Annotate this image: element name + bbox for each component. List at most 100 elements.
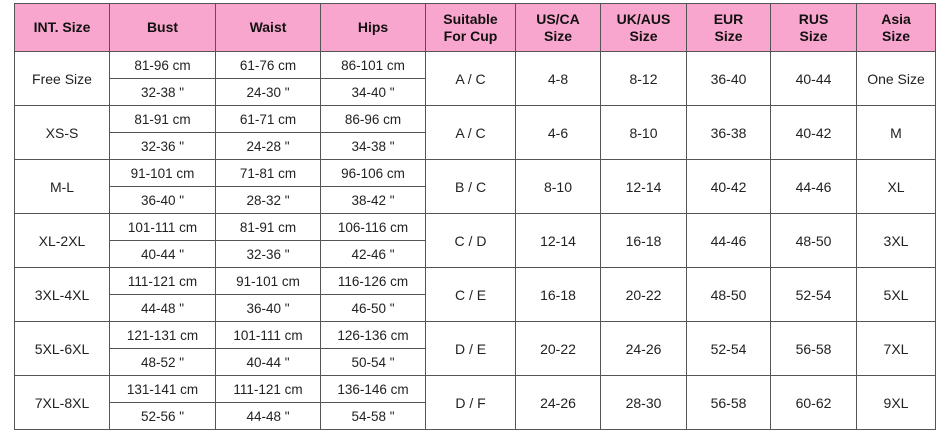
cell-cm: 71-81 cm [215,159,321,187]
cell: 24-26 [515,375,601,430]
cell-inch: 38-42 " [320,186,426,214]
size-row-inch: 32-36 " 24-28 " 34-38 " [15,132,936,160]
cell: 16-18 [600,213,687,268]
cell: 44-46 [686,213,771,268]
cell-cm: 81-96 cm [109,51,216,79]
cell-inch: 32-36 " [109,132,216,160]
cell: 52-54 [770,267,857,322]
cell-inch: 32-38 " [109,78,216,106]
cell-inch: 34-40 " [320,78,426,106]
size-row: 3XL-4XL 111-121 cm 91-101 cm 116-126 cm C / … [14,267,936,322]
cell: M-L [14,159,110,214]
cell-cm: 81-91 cm [109,105,216,133]
cell: C / E [425,267,516,322]
cell-cm: 111-121 cm [215,375,321,403]
cell-cm: 106-116 cm [320,213,426,241]
cell: One Size [856,51,936,106]
cell: 7XL-8XL [14,375,110,430]
cell: 8-12 [600,51,687,106]
cell-inch: 36-40 " [215,294,321,322]
cell: 8-10 [515,159,601,214]
cell-inch: 28-32 " [215,186,321,214]
cell-cm: 116-126 cm [320,267,426,295]
cell-inch: 40-44 " [109,240,216,268]
cell-inch: 44-48 " [215,402,321,430]
cell: 5XL [856,267,936,322]
cell-inch: 44-48 " [109,294,216,322]
cell: M [856,105,936,160]
cell: 4-6 [515,105,601,160]
header-cell: UK/AUS Size [600,3,687,52]
cell-inch: 32-36 " [215,240,321,268]
cell: 7XL [856,321,936,376]
cell-cm: 96-106 cm [320,159,426,187]
cell-inch: 50-54 " [320,348,426,376]
cell-inch: 52-56 " [109,402,216,430]
cell: 56-58 [686,375,771,430]
cell: 20-22 [600,267,687,322]
size-row-inch: 40-44 " 32-36 " 42-46 " [15,240,936,268]
cell: C / D [425,213,516,268]
size-row: M-L 91-101 cm 71-81 cm 96-106 cm B / C 8-10 12… [14,159,936,214]
cell: 8-10 [600,105,687,160]
cell-cm: 91-101 cm [215,267,321,295]
cell: 48-50 [770,213,857,268]
header-cell: EUR Size [686,3,771,52]
cell-cm: 101-111 cm [215,321,321,349]
cell-cm: 121-131 cm [109,321,216,349]
header-cell: Bust [109,3,216,52]
header-row: INT. Size Bust Waist Hips Suitable For Cup US… [14,3,936,52]
cell: B / C [425,159,516,214]
cell: 56-58 [770,321,857,376]
cell: 48-50 [686,267,771,322]
cell: 5XL-6XL [14,321,110,376]
cell: 12-14 [515,213,601,268]
cell: A / C [425,105,516,160]
cell: 40-42 [770,105,857,160]
size-chart: INT. Size Bust Waist Hips Suitable For Cup US… [14,3,936,430]
cell-cm: 61-76 cm [215,51,321,79]
cell-inch: 24-28 " [215,132,321,160]
cell-cm: 61-71 cm [215,105,321,133]
cell: 40-44 [770,51,857,106]
cell: 3XL-4XL [14,267,110,322]
header-cell: Asia Size [856,3,936,52]
cell-cm: 86-101 cm [320,51,426,79]
cell: 24-26 [600,321,687,376]
cell: 60-62 [770,375,857,430]
size-row-inch: 52-56 " 44-48 " 54-58 " [15,402,936,430]
cell: 16-18 [515,267,601,322]
cell: D / F [425,375,516,430]
cell: 4-8 [515,51,601,106]
cell-inch: 48-52 " [109,348,216,376]
cell: 40-42 [686,159,771,214]
cell-cm: 91-101 cm [109,159,216,187]
cell: XL [856,159,936,214]
cell: 3XL [856,213,936,268]
cell: Free Size [14,51,110,106]
header-cell: INT. Size [14,3,110,52]
header-cell: Hips [320,3,426,52]
cell-cm: 81-91 cm [215,213,321,241]
size-row: 5XL-6XL 121-131 cm 101-111 cm 126-136 cm D /… [14,321,936,376]
cell-cm: 126-136 cm [320,321,426,349]
cell: A / C [425,51,516,106]
cell-inch: 40-44 " [215,348,321,376]
cell-inch: 34-38 " [320,132,426,160]
cell-cm: 131-141 cm [109,375,216,403]
cell-inch: 42-46 " [320,240,426,268]
header-cell: Suitable For Cup [425,3,516,52]
cell: 28-30 [600,375,687,430]
cell: 12-14 [600,159,687,214]
cell-cm: 86-96 cm [320,105,426,133]
cell-cm: 136-146 cm [320,375,426,403]
cell: 44-46 [770,159,857,214]
cell: XS-S [14,105,110,160]
size-row: 7XL-8XL 131-141 cm 111-121 cm 136-146 cm D /… [14,375,936,430]
cell: 52-54 [686,321,771,376]
cell-cm: 101-111 cm [109,213,216,241]
